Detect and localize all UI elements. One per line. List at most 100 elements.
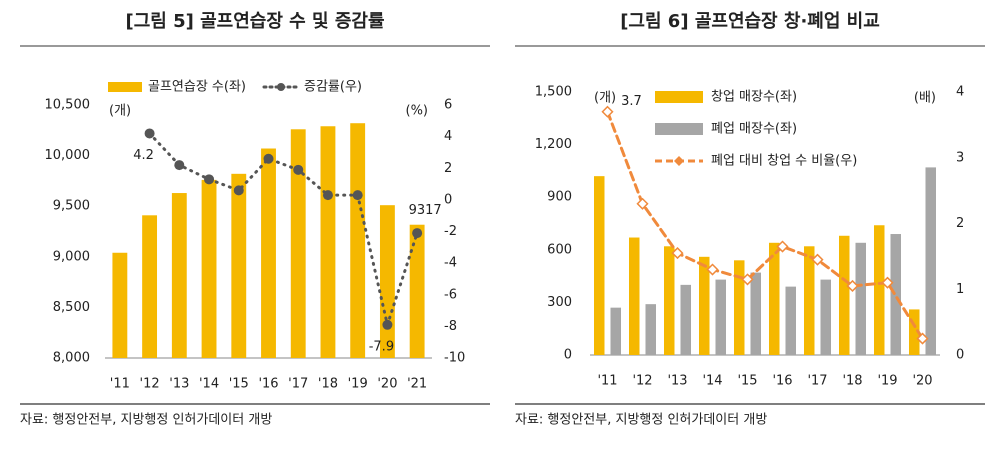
legend-label: 골프연습장 수(좌) [148, 80, 246, 95]
bar [629, 237, 640, 355]
x-tick-label: '15 [229, 377, 249, 392]
legend-swatch [655, 91, 703, 103]
y2-tick-label: 0 [956, 348, 964, 363]
y2-tick-label: 4 [444, 129, 452, 144]
legend-marker [277, 83, 285, 91]
x-tick-label: '12 [140, 377, 160, 392]
bar [261, 148, 276, 358]
point [881, 276, 894, 289]
bar [409, 224, 425, 358]
point [741, 273, 754, 286]
legend-label: 증감률(우) [304, 80, 362, 95]
point [412, 228, 423, 239]
point [846, 279, 859, 293]
y2-tick-label: 3 [956, 150, 964, 165]
x-tick-label: '16 [772, 374, 792, 389]
y-unit: (개) [109, 104, 131, 119]
data-label: 9317 [409, 203, 442, 218]
bar [855, 242, 866, 355]
y2-tick-label: -4 [444, 256, 457, 271]
bar [909, 309, 920, 355]
bar [750, 272, 761, 355]
point [174, 160, 185, 171]
y-tick-label: 1,200 [535, 137, 572, 152]
point [671, 247, 684, 260]
x-tick-label: '18 [318, 377, 338, 392]
x-tick-label: '14 [702, 374, 722, 389]
point [352, 190, 363, 201]
point [233, 185, 244, 196]
y-tick-label: 1,500 [535, 85, 572, 100]
bar [734, 260, 745, 355]
y2-unit: (%) [406, 104, 429, 119]
line [148, 131, 419, 331]
y-tick-label: 8,000 [53, 351, 90, 366]
x-tick-label: '19 [877, 374, 897, 389]
y2-tick-label: 2 [956, 216, 964, 231]
legend-label: 폐업 매장수(좌) [711, 122, 797, 137]
y2-tick-label: 6 [444, 98, 452, 113]
point [811, 253, 824, 266]
chart-title: [그림 5] 골프연습장 수 및 증감률 [125, 11, 384, 32]
x-tick-label: '20 [377, 377, 397, 392]
bar [594, 176, 605, 355]
bar [804, 246, 815, 355]
y-tick-label: 0 [564, 348, 572, 363]
bar [171, 193, 187, 358]
y2-tick-label: -2 [444, 224, 457, 239]
y-tick-label: 9,000 [53, 249, 90, 264]
bar [925, 167, 936, 355]
bar [142, 215, 158, 358]
bar [664, 246, 675, 355]
y2-tick-label: -10 [444, 351, 465, 366]
legend-swatch [655, 123, 703, 135]
bar [839, 235, 850, 355]
point [144, 128, 155, 139]
x-tick-label: '12 [632, 374, 652, 389]
x-tick-label: '18 [842, 374, 862, 389]
x-tick-label: '13 [169, 377, 189, 392]
bar [201, 179, 217, 358]
x-tick-label: '20 [912, 374, 932, 389]
data-label: 4.2 [133, 148, 154, 163]
y2-unit: (배) [914, 91, 936, 106]
bar [350, 123, 366, 358]
data-label: -7.9 [369, 339, 394, 354]
y-tick-label: 9,500 [53, 199, 90, 214]
point [263, 153, 274, 164]
point [322, 190, 333, 201]
y2-tick-label: -8 [444, 319, 457, 334]
point [706, 263, 719, 276]
bar [112, 252, 128, 358]
bar [379, 205, 395, 358]
x-tick-label: '14 [199, 377, 219, 392]
source: 자료: 행정안전부, 지방행정 인허가데이터 개방 [515, 412, 767, 428]
point [601, 105, 614, 118]
y-tick-label: 8,500 [53, 300, 90, 315]
point [293, 164, 304, 175]
y2-tick-label: -6 [444, 287, 457, 302]
point [382, 319, 393, 330]
y-tick-label: 900 [547, 190, 572, 205]
x-tick-label: '21 [407, 377, 427, 392]
bar [610, 307, 621, 355]
bar [715, 279, 726, 355]
bar [680, 284, 691, 355]
legend-label: 창업 매장수(좌) [711, 90, 797, 105]
bar [699, 256, 710, 355]
bar [645, 304, 656, 355]
legend-label: 폐업 대비 창업 수 비율(우) [711, 154, 857, 169]
point [916, 332, 929, 345]
x-tick-label: '17 [807, 374, 827, 389]
y2-tick-label: 2 [444, 161, 452, 176]
point [204, 174, 215, 185]
x-tick-label: '13 [667, 374, 687, 389]
x-tick-label: '11 [110, 377, 130, 392]
y-tick-label: 10,500 [45, 98, 91, 113]
source: 자료: 행정안전부, 지방행정 인허가데이터 개방 [20, 412, 272, 428]
y2-tick-label: 0 [444, 192, 452, 207]
y2-tick-label: 4 [956, 85, 964, 100]
bar [231, 173, 247, 358]
y-tick-label: 10,000 [45, 148, 91, 163]
point [776, 240, 789, 253]
